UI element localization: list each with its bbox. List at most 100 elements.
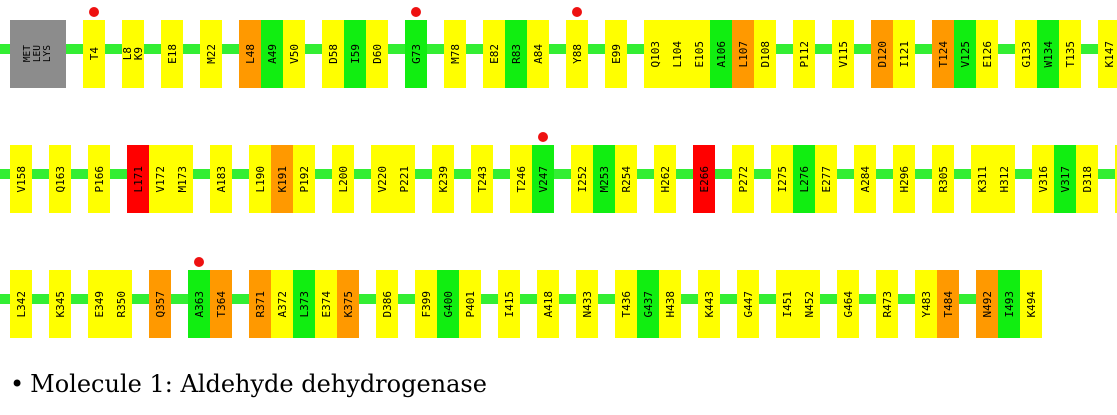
- residue-box: N433: [576, 270, 598, 338]
- residue-box: R83: [505, 20, 527, 88]
- residue-label: K311: [975, 165, 989, 193]
- residue-label: E266: [697, 165, 711, 193]
- residue-box: L171: [127, 145, 149, 213]
- residue-label: R305: [936, 165, 950, 193]
- residue-box: M22: [200, 20, 222, 88]
- residue-box: K239: [432, 145, 454, 213]
- residue-label: I252: [575, 165, 589, 193]
- residue-box: P401: [459, 270, 481, 338]
- residue-label: G447: [741, 290, 755, 318]
- residue-box: D386: [376, 270, 398, 338]
- residue-box: P192: [293, 145, 315, 213]
- residue-box: L107: [732, 20, 754, 88]
- residue-box: A284: [854, 145, 876, 213]
- residue-label: A372: [275, 290, 289, 318]
- residue-label: D318: [1080, 165, 1094, 193]
- residue-box: L276: [793, 145, 815, 213]
- residue-box: A372: [271, 270, 293, 338]
- residue-box: E266: [693, 145, 715, 213]
- residue-label: I59: [348, 44, 362, 64]
- residue-label: T243: [475, 165, 489, 193]
- residue-box: T4: [83, 20, 105, 88]
- residue-box: F399: [415, 270, 437, 338]
- residue-box: R473: [876, 270, 898, 338]
- residue-box: E99: [605, 20, 627, 88]
- residue-label: L8 K9: [121, 47, 145, 61]
- residue-label: V50: [287, 44, 301, 64]
- residue-label: T436: [619, 290, 633, 318]
- residue-label: V316: [1036, 165, 1050, 193]
- residue-chain-diagram: MET LEU LYS T4 L8 K9 E18 M22 L48 A49 V50 D58 I59 D…: [0, 7, 1117, 338]
- residue-label: K345: [53, 290, 67, 318]
- residue-box: E18: [161, 20, 183, 88]
- residue-label: V125: [958, 40, 972, 68]
- residue-box: P166: [88, 145, 110, 213]
- residue-label: R254: [619, 165, 633, 193]
- residue-box: H262: [654, 145, 676, 213]
- molecule-legend: • Molecule 1: Aldehyde dehydrogenase: [10, 370, 487, 398]
- residue-box: V316: [1032, 145, 1054, 213]
- residue-label: A363: [192, 290, 206, 318]
- residue-label: M253: [597, 165, 611, 193]
- residue-box: K375: [337, 270, 359, 338]
- residue-box: G133: [1015, 20, 1037, 88]
- residue-box: W134: [1037, 20, 1059, 88]
- residue-box: I451: [776, 270, 798, 338]
- residue-box: P221: [393, 145, 415, 213]
- residue-box: D108: [754, 20, 776, 88]
- residue-label: T124: [936, 40, 950, 68]
- residue-label: V115: [836, 40, 850, 68]
- residue-box: K311: [971, 145, 993, 213]
- residue-label: L107: [736, 40, 750, 68]
- residue-label: R350: [114, 290, 128, 318]
- chain-backbone-line: [0, 169, 1117, 179]
- legend-bullet: •: [10, 370, 25, 398]
- residue-label: E277: [819, 165, 833, 193]
- residue-box: V317: [1054, 145, 1076, 213]
- residue-box: A183: [210, 145, 232, 213]
- residue-label: P112: [797, 40, 811, 68]
- residue-label: I275: [775, 165, 789, 193]
- residue-box: V220: [371, 145, 393, 213]
- residue-box: Q357: [149, 270, 171, 338]
- residue-label: T484: [941, 290, 955, 318]
- residue-label: L276: [797, 165, 811, 193]
- residue-label: A418: [541, 290, 555, 318]
- residue-label: L342: [14, 290, 28, 318]
- residue-box: L48: [239, 20, 261, 88]
- residue-box: G447: [737, 270, 759, 338]
- residue-label: W134: [1041, 40, 1055, 68]
- residue-box: I415: [498, 270, 520, 338]
- residue-box: I275: [771, 145, 793, 213]
- residue-box: E349: [88, 270, 110, 338]
- residue-label: L373: [297, 290, 311, 318]
- residue-label: P221: [397, 165, 411, 193]
- residue-box: V50: [283, 20, 305, 88]
- residue-box: A84: [527, 20, 549, 88]
- residue-box: I252: [571, 145, 593, 213]
- residue-label: A84: [531, 44, 545, 64]
- residue-box: I59: [344, 20, 366, 88]
- residue-label: I121: [897, 40, 911, 68]
- residue-label: P272: [736, 165, 750, 193]
- residue-label: L200: [336, 165, 350, 193]
- residue-label: MET LEU LYS: [22, 45, 53, 63]
- residue-box: L373: [293, 270, 315, 338]
- residue-box: E277: [815, 145, 837, 213]
- residue-label: D58: [326, 44, 340, 64]
- outlier-marker-dot: [194, 257, 204, 267]
- residue-label: E99: [609, 44, 623, 64]
- residue-box: K345: [49, 270, 71, 338]
- chain-backbone-line: [0, 44, 1117, 54]
- residue-box: R350: [110, 270, 132, 338]
- residue-box: A106: [710, 20, 732, 88]
- residue-box: V247: [532, 145, 554, 213]
- residue-label: K239: [436, 165, 450, 193]
- residue-label: L171: [131, 165, 145, 193]
- residue-label: D108: [758, 40, 772, 68]
- residue-box: L342: [10, 270, 32, 338]
- residue-label: N433: [580, 290, 594, 318]
- residue-box: E82: [483, 20, 505, 88]
- residue-box: H438: [659, 270, 681, 338]
- residue-label: V220: [375, 165, 389, 193]
